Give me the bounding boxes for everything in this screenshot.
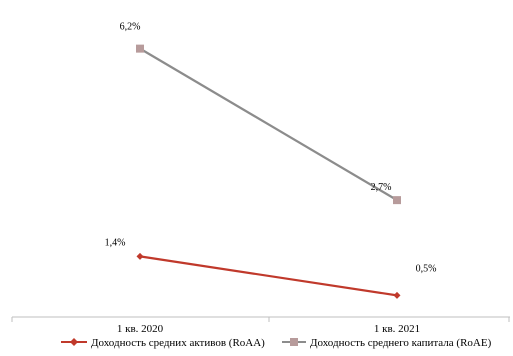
- legend-roaa-label: Доходность средних активов (RoAA): [91, 337, 265, 349]
- data-point-marker: [393, 196, 401, 205]
- series-layer: [136, 44, 401, 299]
- data-point-marker: [136, 44, 144, 53]
- data-label: 2,7%: [371, 182, 392, 193]
- data-label: 6,2%: [120, 22, 141, 33]
- data-point-marker: [136, 252, 144, 260]
- data-label: 1,4%: [105, 237, 126, 248]
- series-line-roae: [139, 47, 398, 202]
- legend-item-roaa: Доходность средних активов (RoAA): [61, 337, 265, 349]
- x-tick-label: 1 кв. 2020: [117, 323, 164, 335]
- data-labels: 1,4% 0,5% 6,2% 2,7%: [105, 22, 437, 275]
- series-line-roaa: [139, 255, 398, 297]
- data-point-marker: [393, 291, 401, 299]
- legend-roae-marker: [290, 338, 298, 346]
- x-axis-ticks: 1 кв. 2020 1 кв. 2021: [11, 317, 510, 335]
- x-tick-label: 1 кв. 2021: [374, 323, 420, 335]
- data-label: 0,5%: [416, 263, 437, 274]
- legend-item-roae: Доходность среднего капитала (RoAE): [282, 337, 492, 349]
- legend: Доходность средних активов (RoAA) Доходн…: [61, 337, 492, 349]
- legend-roaa-marker: [70, 338, 78, 346]
- legend-roae-label: Доходность среднего капитала (RoAE): [310, 337, 492, 349]
